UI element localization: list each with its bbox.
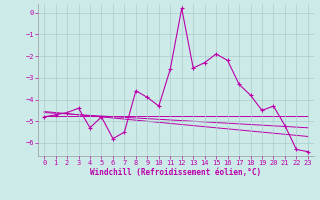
X-axis label: Windchill (Refroidissement éolien,°C): Windchill (Refroidissement éolien,°C) bbox=[91, 168, 261, 177]
